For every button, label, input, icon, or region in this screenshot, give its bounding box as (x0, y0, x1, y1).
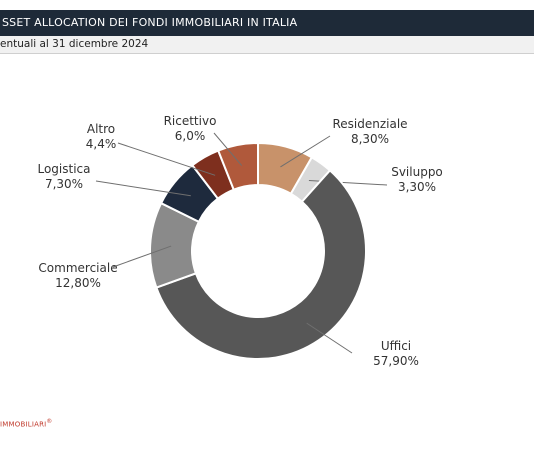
slice-name-altro: Altro (87, 122, 115, 136)
source-text: IMMOBILIARI (0, 420, 46, 428)
slice-value-ricettivo: 6,0% (175, 129, 206, 143)
slice-value-sviluppo: 3,30% (398, 180, 436, 194)
slice-name-ricettivo: Ricettivo (164, 114, 217, 128)
slice-name-uffici: Uffici (381, 339, 411, 353)
slice-name-residenziale: Residenziale (332, 117, 407, 131)
slice-value-commerciale: 12,80% (55, 276, 101, 290)
slice-value-residenziale: 8,30% (351, 132, 389, 146)
slice-value-logistica: 7,30% (45, 177, 83, 191)
slice-name-sviluppo: Sviluppo (391, 165, 443, 179)
slice-value-uffici: 57,90% (373, 354, 419, 368)
slice-name-commerciale: Commerciale (38, 261, 117, 275)
slice-value-altro: 4,4% (86, 137, 117, 151)
source-footer: IMMOBILIARI® (0, 419, 52, 428)
registered-mark: ® (46, 419, 52, 425)
slice-name-logistica: Logistica (37, 162, 90, 176)
